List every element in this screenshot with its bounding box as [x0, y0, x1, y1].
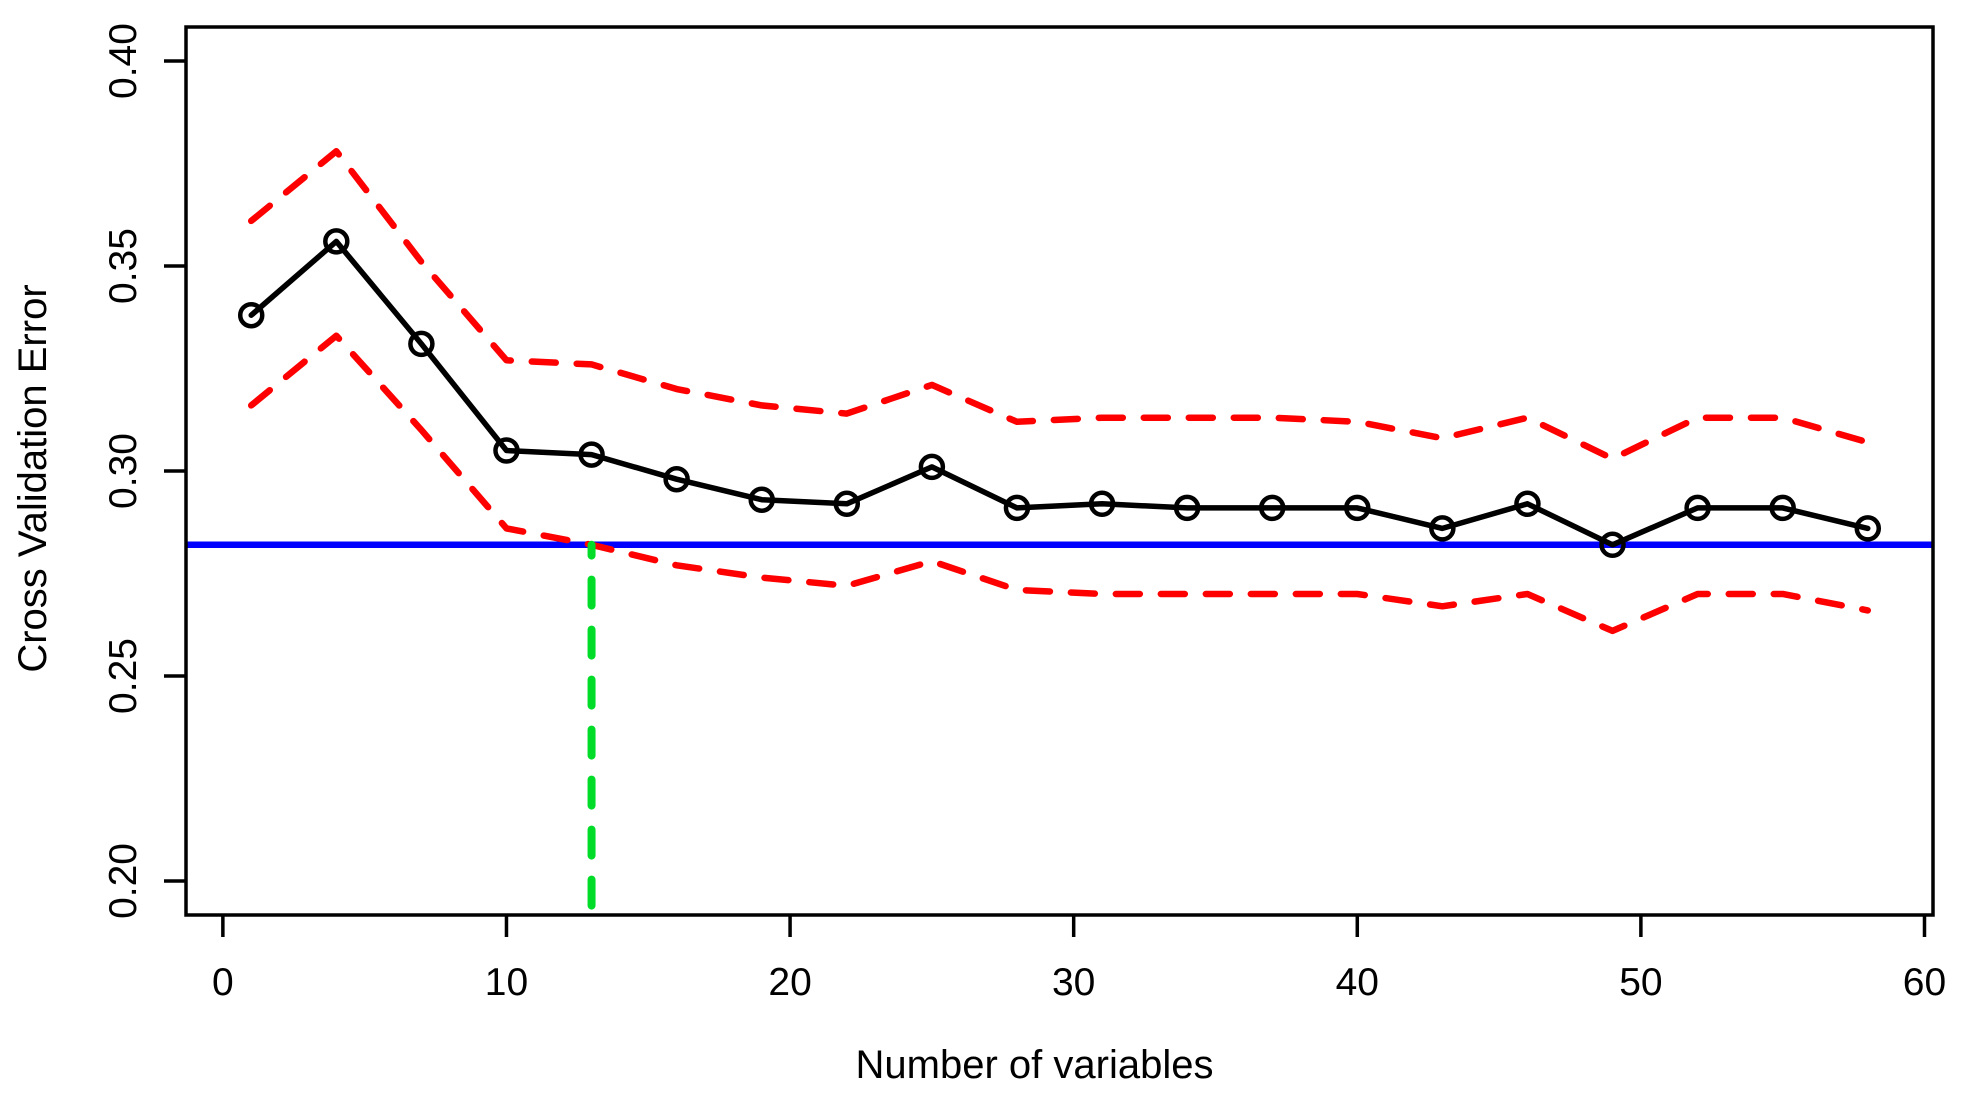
x-axis-tick-label: 10: [485, 961, 528, 1004]
x-axis-tick-label: 50: [1619, 961, 1662, 1004]
cv-error-upper-sd-curve: [247, 147, 1872, 462]
cv-error-mean-point-marker: [1344, 494, 1371, 522]
cv-error-mean-point-marker: [1429, 515, 1456, 542]
cv-error-mean-point-marker: [1088, 490, 1116, 518]
plot-box: [184, 25, 1935, 917]
y-axis-tick-label: 0.35: [102, 228, 145, 304]
x-axis-tick-label: 0: [212, 961, 234, 1004]
cv-error-lower-sd-curve: [247, 332, 1872, 635]
y-axis-title: Cross Validation Error: [11, 284, 55, 672]
cv-error-mean-point-marker: [493, 437, 520, 464]
x-axis-tick-label: 40: [1336, 961, 1379, 1004]
cv-error-mean-point-marker: [1173, 494, 1201, 522]
y-axis-tick-label: 0.20: [102, 843, 145, 919]
cv-error-mean-point-marker: [918, 453, 946, 481]
x-axis-tick-label: 60: [1903, 961, 1946, 1004]
x-axis-title: Number of variables: [856, 1043, 1214, 1087]
cv-error-mean-point-marker: [408, 330, 435, 358]
cv-error-mean-point-marker: [1599, 531, 1626, 559]
x-axis-tick-label: 20: [768, 961, 811, 1004]
cv-error-mean-point-marker: [1854, 515, 1882, 542]
cv-error-mean-point-marker: [1003, 494, 1031, 522]
cv-error-mean-point-marker: [1769, 494, 1796, 522]
cv-error-mean-point-marker: [1258, 494, 1286, 522]
x-axis-tick-label: 30: [1052, 961, 1095, 1004]
cv-error-mean-curve: [248, 238, 1871, 548]
cv-error-mean-point-marker: [833, 490, 861, 518]
cv-error-mean-point-marker: [1684, 494, 1711, 522]
cv-error-mean-point-marker: [237, 301, 265, 329]
cv-error-mean-point-marker: [323, 228, 350, 255]
cv-error-mean-point-marker: [1514, 490, 1541, 518]
cv-error-mean-point-marker: [748, 486, 775, 513]
cv-error-mean-point-marker: [578, 441, 605, 468]
y-axis-tick-label: 0.25: [102, 638, 145, 714]
y-axis-tick-label: 0.30: [102, 433, 145, 509]
y-axis-tick-label: 0.40: [102, 23, 145, 99]
cv-error-mean-point-marker: [663, 465, 690, 493]
